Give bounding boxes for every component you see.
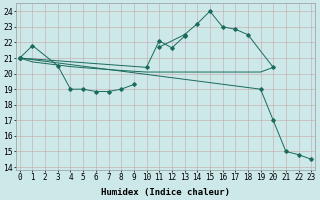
X-axis label: Humidex (Indice chaleur): Humidex (Indice chaleur) [101, 188, 230, 197]
